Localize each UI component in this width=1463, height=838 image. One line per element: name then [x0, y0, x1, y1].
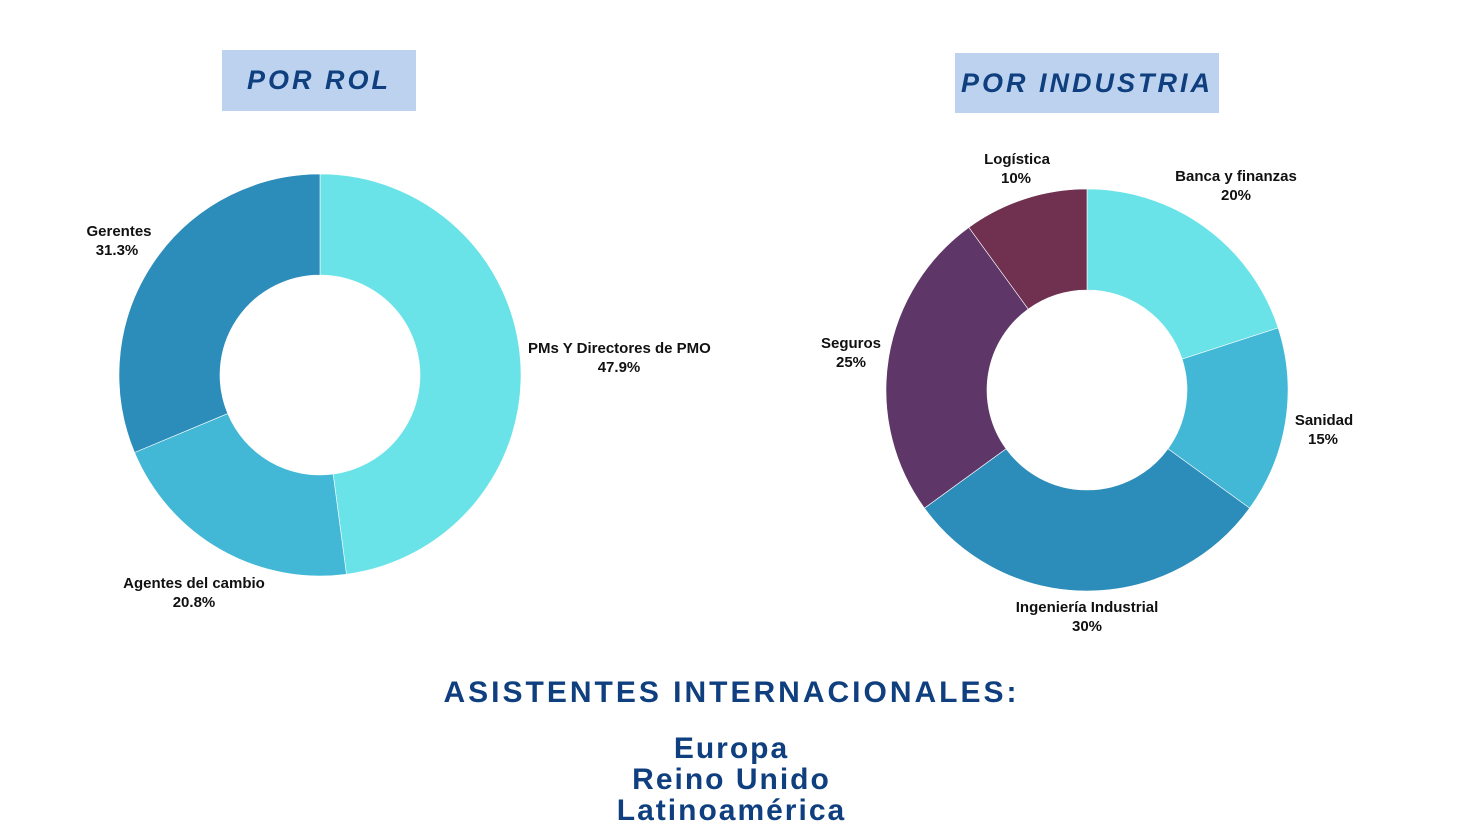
slice-value-seguros: 25%	[836, 354, 866, 371]
slice-seguros	[885, 226, 1029, 509]
chart-por-rol: PMs Y Directores de PMO 47.9% Agentes del …	[86, 173, 711, 611]
slice-label-sanidad: Sanidad	[1295, 412, 1353, 429]
slice-pms-y-directores-de-pmo	[319, 173, 522, 575]
slice-value-banca-y-finanzas: 20%	[1221, 187, 1251, 204]
slice-label-banca-y-finanzas: Banca y finanzas	[1175, 168, 1297, 185]
slice-agentes-del-cambio	[134, 413, 347, 577]
slice-label-logistica: Logística	[984, 151, 1051, 168]
slice-sanidad	[1167, 327, 1289, 509]
slice-banca-y-finanzas	[1086, 188, 1279, 360]
slice-gerentes	[118, 173, 321, 453]
slice-ingenieria-industrial	[923, 448, 1251, 592]
international-attendees-title: ASISTENTES INTERNACIONALES:	[443, 676, 1020, 709]
chart-por-industria: Banca y finanzas 20% Sanidad 15% Ingeniería …	[821, 151, 1353, 635]
slice-value-agentes-del-cambio: 20.8%	[173, 594, 216, 611]
region-item: Europa	[673, 732, 790, 765]
slice-value-sanidad: 15%	[1308, 431, 1338, 448]
slice-label-ingenieria-industrial: Ingeniería Industrial	[1016, 599, 1159, 616]
slice-value-pms-y-directores-de-pmo: 47.9%	[598, 359, 641, 376]
por-rol-header: POR ROL	[222, 50, 416, 111]
slice-label-gerentes: Gerentes	[86, 223, 151, 240]
slice-logistica	[968, 188, 1088, 310]
por-industria-header: POR INDUSTRIA	[955, 53, 1219, 113]
slice-label-agentes-del-cambio: Agentes del cambio	[123, 575, 265, 592]
slice-value-logistica: 10%	[1001, 170, 1031, 187]
regions-list: Europa Reino Unido Latinoamérica	[0, 733, 1463, 826]
slice-value-ingenieria-industrial: 30%	[1072, 618, 1102, 635]
slice-label-pms-y-directores-de-pmo: PMs Y Directores de PMO	[528, 340, 711, 357]
region-item: Reino Unido	[632, 763, 831, 796]
slice-value-gerentes: 31.3%	[96, 242, 139, 259]
region-item: Latinoamérica	[616, 794, 847, 827]
slice-label-seguros: Seguros	[821, 335, 881, 352]
